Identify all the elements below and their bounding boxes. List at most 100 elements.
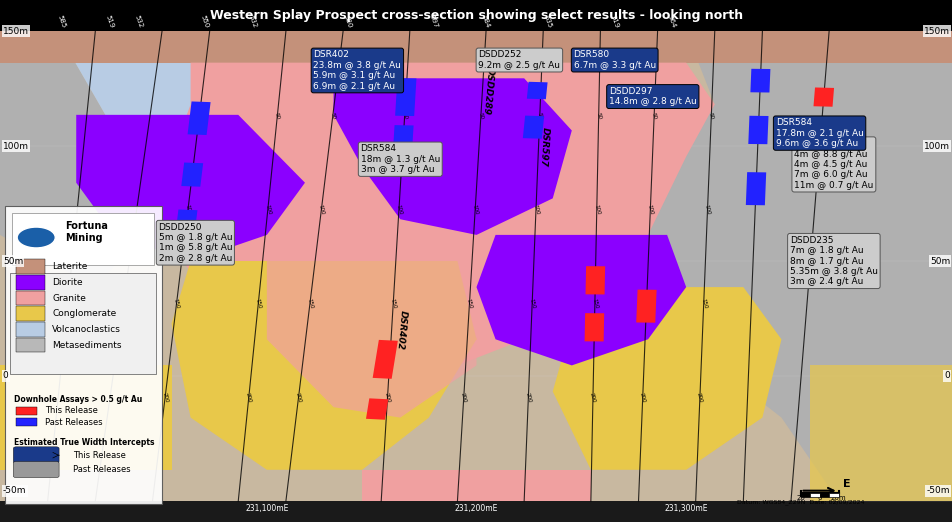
Text: Estimated True Width Intercepts: Estimated True Width Intercepts <box>14 438 154 447</box>
Text: This Release: This Release <box>73 450 126 460</box>
Text: 100: 100 <box>645 204 653 216</box>
Text: 100: 100 <box>531 204 539 216</box>
Text: 200: 200 <box>161 392 169 404</box>
Text: 231,300mE: 231,300mE <box>664 504 707 514</box>
Text: Diorite: Diorite <box>52 278 83 287</box>
Text: 150: 150 <box>254 298 262 310</box>
Polygon shape <box>585 266 605 294</box>
Polygon shape <box>366 398 387 420</box>
Bar <box>16 306 45 321</box>
Text: 564: 564 <box>666 15 676 29</box>
Bar <box>16 418 37 426</box>
Text: 150: 150 <box>172 298 180 310</box>
Text: 20m: 20m <box>830 494 845 501</box>
Text: 100: 100 <box>395 204 403 216</box>
Text: DSDD252
9.2m @ 2.5 g/t Au: DSDD252 9.2m @ 2.5 g/t Au <box>478 50 560 70</box>
Text: 100m: 100m <box>3 141 29 151</box>
Text: 0: 0 <box>3 371 9 381</box>
Text: -50m: -50m <box>925 486 949 495</box>
Text: 50: 50 <box>536 112 543 120</box>
Polygon shape <box>747 116 767 144</box>
Bar <box>16 338 45 352</box>
Polygon shape <box>809 365 952 501</box>
Text: 150: 150 <box>466 298 473 310</box>
Text: 100: 100 <box>592 204 600 216</box>
Polygon shape <box>476 235 685 365</box>
Polygon shape <box>0 31 952 63</box>
Polygon shape <box>395 78 416 116</box>
Bar <box>819 493 828 497</box>
Polygon shape <box>0 37 952 47</box>
Text: 550: 550 <box>200 15 209 29</box>
Text: 50: 50 <box>477 112 484 120</box>
FancyBboxPatch shape <box>13 461 59 478</box>
Text: 150: 150 <box>590 298 598 310</box>
Text: DSR597: DSR597 <box>538 127 549 167</box>
Bar <box>809 493 819 497</box>
Polygon shape <box>0 31 143 287</box>
Text: Past Releases: Past Releases <box>45 418 102 427</box>
Bar <box>16 275 45 290</box>
Text: DSR584
18m @ 1.3 g/t Au
3m @ 3.7 g/t Au: DSR584 18m @ 1.3 g/t Au 3m @ 3.7 g/t Au <box>360 144 440 174</box>
Text: 50: 50 <box>595 112 602 120</box>
FancyBboxPatch shape <box>5 206 162 504</box>
Text: Volcanoclastics: Volcanoclastics <box>52 325 121 334</box>
Text: DSDD289: DSDD289 <box>481 66 494 115</box>
Text: 150m: 150m <box>923 27 949 36</box>
Polygon shape <box>584 313 604 341</box>
Polygon shape <box>188 101 210 135</box>
Text: DSR679
4m @ 8.8 g/t Au
4m @ 4.5 g/t Au
7m @ 6.0 g/t Au
11m @ 0.7 g/t Au: DSR679 4m @ 8.8 g/t Au 4m @ 4.5 g/t Au 7… <box>793 139 873 189</box>
Text: 100: 100 <box>184 204 191 216</box>
Text: 200: 200 <box>638 392 645 404</box>
FancyBboxPatch shape <box>12 213 154 265</box>
Text: 0: 0 <box>817 494 821 501</box>
Polygon shape <box>333 78 571 235</box>
Text: Western Splay Prospect cross-section showing select results - looking north: Western Splay Prospect cross-section sho… <box>209 9 743 22</box>
Circle shape <box>17 227 55 248</box>
Bar <box>828 493 838 497</box>
Text: 0: 0 <box>943 371 949 381</box>
Text: DSR580
6.7m @ 3.3 g/t Au: DSR580 6.7m @ 3.3 g/t Au <box>573 50 655 70</box>
Text: Past Releases: Past Releases <box>73 465 130 474</box>
Text: 100: 100 <box>703 204 710 216</box>
Polygon shape <box>176 209 197 229</box>
Text: 100: 100 <box>264 204 271 216</box>
Text: This Release: This Release <box>45 406 97 416</box>
Polygon shape <box>372 340 397 379</box>
Polygon shape <box>523 115 544 139</box>
Text: 50: 50 <box>329 112 336 120</box>
Text: 519: 519 <box>609 15 619 29</box>
Text: Laterite: Laterite <box>52 262 88 271</box>
Text: 200: 200 <box>384 392 391 404</box>
Text: DSR402
23.8m @ 3.8 g/t Au
5.9m @ 3.1 g/t Au
6.9m @ 2.1 g/t Au: DSR402 23.8m @ 3.8 g/t Au 5.9m @ 3.1 g/t… <box>313 50 401 91</box>
Text: -50m: -50m <box>3 486 27 495</box>
FancyBboxPatch shape <box>10 273 156 374</box>
Text: 535: 535 <box>543 15 552 29</box>
Bar <box>16 322 45 337</box>
Text: 150: 150 <box>306 298 313 310</box>
Polygon shape <box>362 470 590 501</box>
Text: DSR402: DSR402 <box>395 310 407 350</box>
Polygon shape <box>813 88 833 106</box>
Text: 200: 200 <box>588 392 596 404</box>
Bar <box>16 259 45 274</box>
Text: 20: 20 <box>795 494 804 501</box>
Polygon shape <box>529 54 550 71</box>
Polygon shape <box>552 31 952 501</box>
Text: DSR584
17.8m @ 2.1 g/t Au
9.6m @ 3.6 g/t Au: DSR584 17.8m @ 2.1 g/t Au 9.6m @ 3.6 g/t… <box>775 118 863 148</box>
Polygon shape <box>171 63 714 376</box>
Polygon shape <box>636 290 656 323</box>
FancyBboxPatch shape <box>0 31 952 501</box>
Bar <box>16 291 45 305</box>
Polygon shape <box>749 69 769 92</box>
Polygon shape <box>0 365 171 470</box>
Text: 231,100mE: 231,100mE <box>245 504 288 514</box>
Text: E: E <box>843 479 850 489</box>
Text: 50: 50 <box>650 112 657 120</box>
Text: DSDD297
14.8m @ 2.8 g/t Au: DSDD297 14.8m @ 2.8 g/t Au <box>608 87 696 106</box>
Text: 580: 580 <box>343 15 352 29</box>
Polygon shape <box>806 149 828 182</box>
Text: 100: 100 <box>317 204 325 216</box>
Polygon shape <box>57 31 267 261</box>
Polygon shape <box>181 162 203 187</box>
